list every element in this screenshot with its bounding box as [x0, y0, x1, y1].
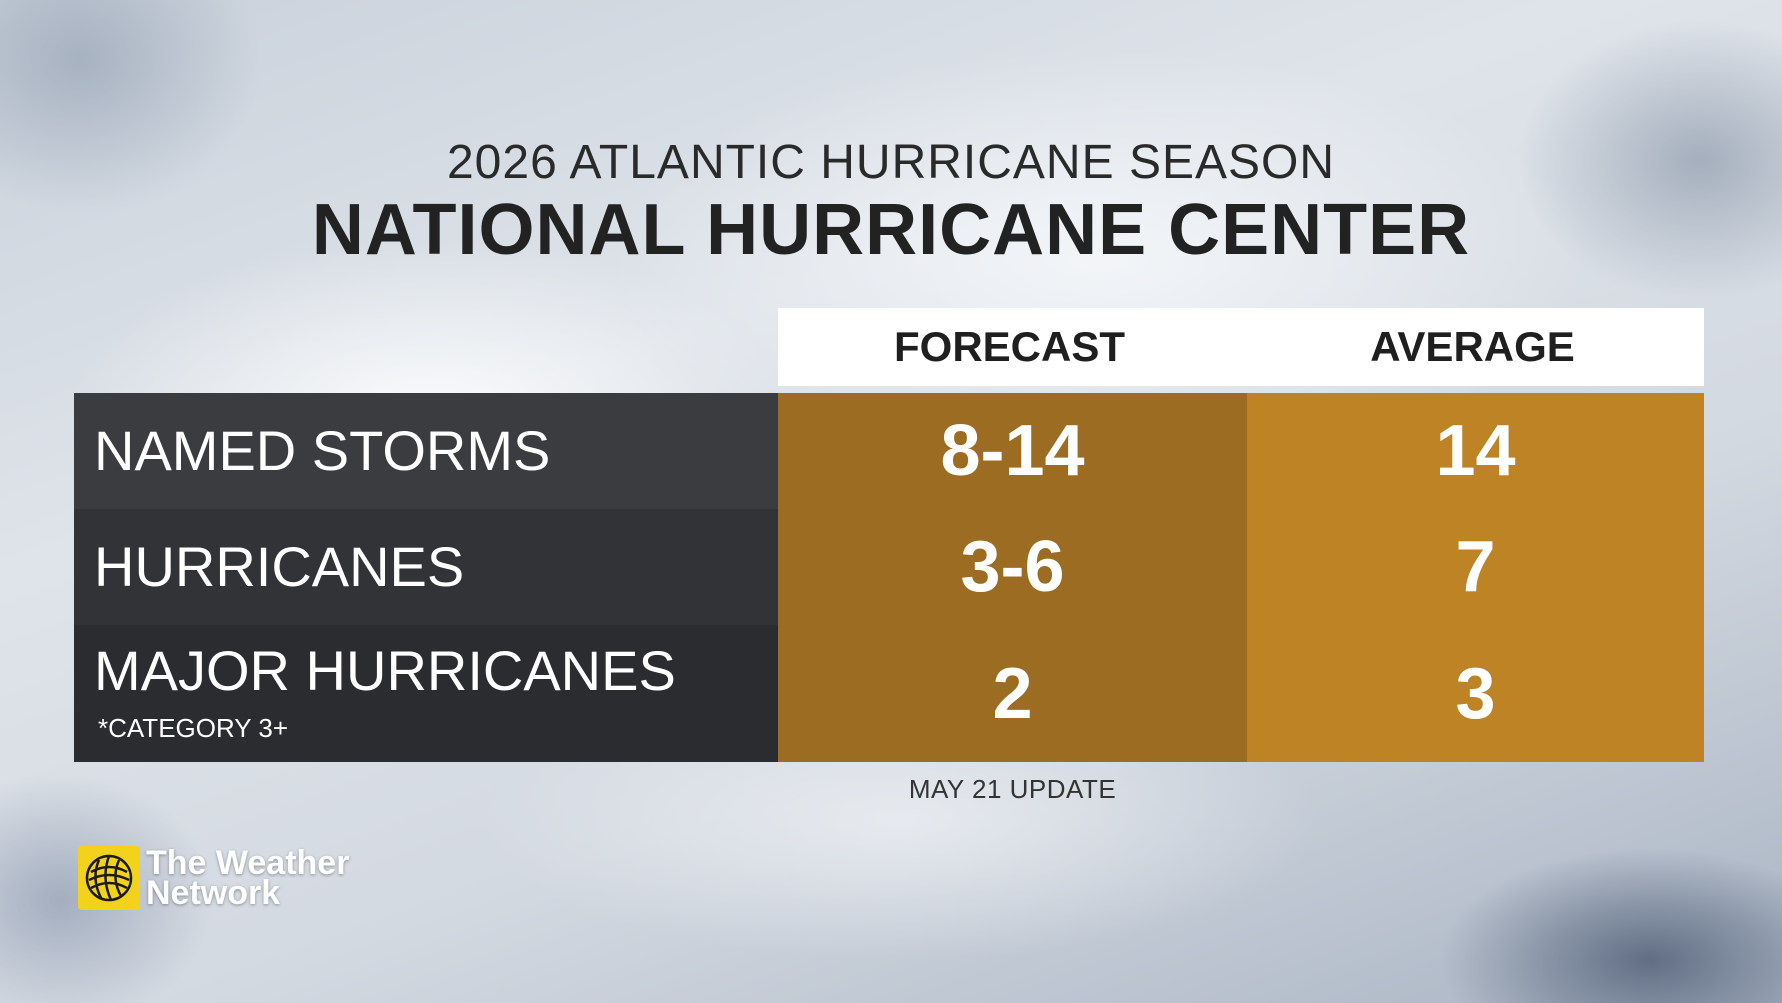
table-row: MAJOR HURRICANES *CATEGORY 3+ 2 3 — [74, 625, 1704, 762]
row-label: MAJOR HURRICANES — [94, 639, 676, 702]
globe-icon — [78, 846, 140, 910]
table-row: NAMED STORMS 8-14 14 — [74, 393, 1704, 509]
average-value: 14 — [1247, 393, 1704, 509]
row-label-cell: HURRICANES — [74, 509, 778, 625]
agency-title: NATIONAL HURRICANE CENTER — [311, 190, 1471, 270]
season-title: 2026 ATLANTIC HURRICANE SEASON — [446, 136, 1336, 189]
column-header-forecast: FORECAST — [894, 323, 1125, 370]
brand-logo: The Weather Network — [78, 846, 349, 910]
forecast-value: 3-6 — [778, 509, 1247, 625]
forecast-value: 8-14 — [778, 393, 1247, 509]
forecast-table: NAMED STORMS 8-14 14 HURRICANES 3-6 7 MA… — [74, 393, 1704, 762]
row-label: HURRICANES — [94, 535, 465, 598]
row-label-cell: MAJOR HURRICANES *CATEGORY 3+ — [74, 625, 778, 762]
row-footnote: *CATEGORY 3+ — [98, 713, 289, 743]
update-note: MAY 21 UPDATE — [908, 774, 1117, 804]
brand-line-2: Network — [146, 874, 281, 912]
average-value: 7 — [1247, 509, 1704, 625]
table-row: HURRICANES 3-6 7 — [74, 509, 1704, 625]
brand-name: The Weather Network — [146, 844, 350, 912]
average-value: 3 — [1247, 625, 1704, 762]
brand-line-1: The Weather — [146, 844, 350, 882]
row-label-cell: NAMED STORMS — [74, 393, 778, 509]
table-header: FORECAST AVERAGE — [778, 308, 1704, 386]
forecast-value: 2 — [778, 625, 1247, 762]
column-header-average: AVERAGE — [1370, 323, 1575, 370]
row-label: NAMED STORMS — [94, 419, 551, 482]
